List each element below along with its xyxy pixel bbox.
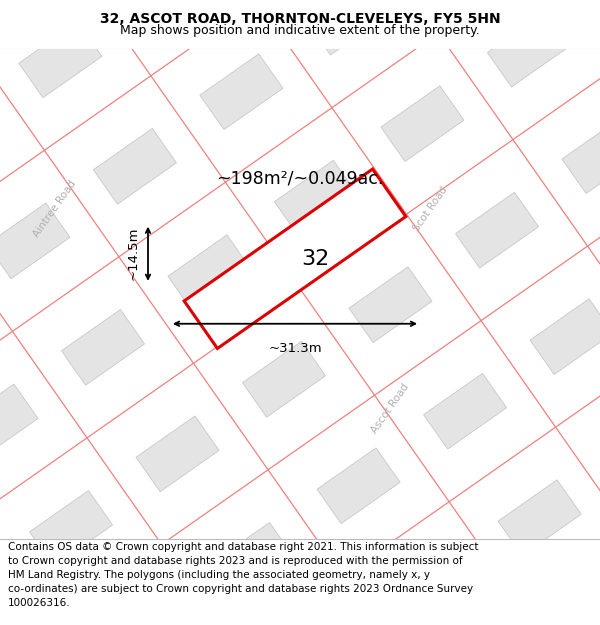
Polygon shape [424, 373, 506, 449]
Polygon shape [184, 169, 406, 349]
Polygon shape [0, 203, 70, 279]
Text: 32, ASCOT ROAD, THORNTON-CLEVELEYS, FY5 5HN: 32, ASCOT ROAD, THORNTON-CLEVELEYS, FY5 … [100, 12, 500, 26]
Polygon shape [530, 299, 600, 374]
Text: Map shows position and indicative extent of the property.: Map shows position and indicative extent… [120, 24, 480, 36]
Polygon shape [29, 491, 113, 566]
Polygon shape [455, 192, 539, 268]
Polygon shape [498, 480, 581, 556]
Text: Scot Road: Scot Road [411, 184, 449, 233]
Polygon shape [136, 416, 219, 492]
Polygon shape [307, 0, 389, 55]
Polygon shape [349, 267, 432, 342]
Text: Contains OS data © Crown copyright and database right 2021. This information is : Contains OS data © Crown copyright and d… [8, 542, 478, 608]
Polygon shape [94, 129, 176, 204]
Polygon shape [562, 118, 600, 193]
Text: ~31.3m: ~31.3m [268, 342, 322, 355]
Text: ~14.5m: ~14.5m [127, 227, 140, 281]
Polygon shape [200, 54, 283, 129]
Polygon shape [317, 448, 400, 524]
Text: 32: 32 [301, 249, 329, 269]
Text: Aintree Road: Aintree Road [32, 179, 79, 239]
Text: Ascot Road: Ascot Road [369, 382, 411, 436]
Polygon shape [19, 22, 102, 98]
Polygon shape [242, 341, 326, 417]
Polygon shape [168, 235, 251, 311]
Text: ~198m²/~0.049ac.: ~198m²/~0.049ac. [217, 170, 383, 187]
Polygon shape [211, 522, 293, 598]
Polygon shape [0, 384, 38, 460]
Polygon shape [381, 86, 464, 161]
Polygon shape [487, 11, 571, 87]
Polygon shape [274, 161, 358, 236]
Polygon shape [61, 309, 145, 385]
